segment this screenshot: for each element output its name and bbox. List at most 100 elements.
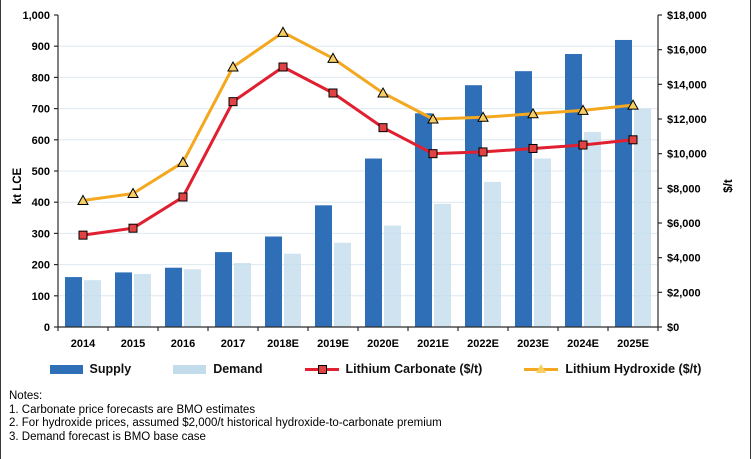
- carbonate-marker-2021E: [428, 149, 438, 159]
- left-axis-tick-label: 800: [32, 72, 50, 84]
- left-axis-tick-label: 900: [32, 41, 50, 53]
- supply-bar-2018E: [265, 236, 282, 327]
- left-axis-tick-label: 1,000: [22, 10, 50, 22]
- demand-bar-2022E: [484, 181, 501, 327]
- right-axis-tick-label: $18,000: [667, 10, 707, 22]
- right-axis-tick-label: $16,000: [667, 45, 707, 57]
- demand-bar-2018E: [284, 253, 301, 327]
- hydroxide-line-swatch-icon: [524, 363, 559, 375]
- note-2: 2. For hydroxide prices, assumed $2,000/…: [9, 417, 442, 429]
- demand-bar-2025E: [634, 108, 651, 327]
- carbonate-marker-2025E: [628, 135, 638, 145]
- right-axis-tick-label: $4,000: [667, 253, 701, 265]
- demand-bar-2015: [134, 273, 151, 327]
- hydroxide-line: [82, 30, 634, 202]
- hydroxide-marker-2016: [177, 156, 189, 167]
- right-axis-tick-label: $14,000: [667, 79, 707, 91]
- left-axis-tick-label: 200: [32, 260, 50, 272]
- right-axis-tick-label: $12,000: [667, 114, 707, 126]
- legend-label-carbonate: Lithium Carbonate ($/t): [345, 362, 483, 376]
- demand-swatch-icon: [173, 364, 207, 374]
- demand-bar-2019E: [334, 242, 351, 327]
- hydroxide-marker-2022E: [477, 111, 489, 122]
- hydroxide-marker-2018E: [277, 26, 289, 37]
- hydroxide-marker-2025E: [627, 99, 639, 110]
- hydroxide-marker-2019E: [327, 52, 339, 63]
- x-axis-label-2019E: 2019E: [317, 338, 349, 350]
- right-axis-tick-label: $8,000: [667, 183, 701, 195]
- right-axis-tick-label: $0: [667, 322, 679, 334]
- demand-bar-2020E: [384, 225, 401, 327]
- x-axis-label-2020E: 2020E: [367, 338, 399, 350]
- carbonate-marker-2015: [128, 223, 138, 233]
- supply-bar-2025E: [615, 39, 632, 328]
- hydroxide-marker-2017: [227, 60, 239, 72]
- right-axis-tick-label: $2,000: [667, 287, 701, 299]
- supply-bar-2017: [215, 252, 232, 327]
- chart-legend: Supply Demand Lithium Carbonate ($/t) Li…: [1, 358, 750, 380]
- right-axis-tick-label: $6,000: [667, 218, 701, 230]
- right-axis-title: $/t: [723, 179, 735, 193]
- legend-label-supply: Supply: [89, 362, 132, 376]
- right-axis-tick-label: $10,000: [667, 149, 707, 161]
- hydroxide-marker-2024E: [577, 104, 589, 115]
- carbonate-marker-2019E: [328, 88, 338, 98]
- x-axis-label-2014: 2014: [71, 338, 96, 350]
- legend-item-demand: Demand: [173, 362, 263, 376]
- hydroxide-marker-2023E: [527, 107, 539, 119]
- carbonate-marker-2018E: [278, 62, 288, 72]
- x-axis-label-2024E: 2024E: [567, 338, 599, 350]
- supply-bar-2024E: [565, 54, 582, 327]
- x-axis-label-2022E: 2022E: [467, 338, 499, 350]
- supply-bar-2015: [115, 272, 132, 327]
- left-axis-tick-label: 600: [32, 135, 50, 147]
- x-axis-label-2025E: 2025E: [617, 338, 649, 350]
- legend-item-supply: Supply: [49, 362, 132, 376]
- left-axis-tick-label: 300: [32, 228, 50, 240]
- left-axis-title: kt LCE: [12, 167, 24, 204]
- left-axis-tick-label: 400: [32, 197, 50, 209]
- left-axis-tick-label: 700: [32, 104, 50, 116]
- supply-bar-2016: [165, 267, 182, 327]
- carbonate-marker-2022E: [478, 147, 488, 157]
- supply-swatch-icon: [49, 364, 83, 374]
- demand-bar-2024E: [584, 132, 601, 327]
- notes-heading: Notes:: [9, 390, 43, 402]
- x-axis-label-2015: 2015: [121, 338, 145, 350]
- demand-bar-2023E: [534, 158, 551, 327]
- demand-bar-2016: [184, 269, 201, 327]
- legend-label-hydroxide: Lithium Hydroxide ($/t): [565, 362, 702, 376]
- demand-bar-2014: [84, 280, 101, 327]
- supply-bar-2019E: [315, 205, 332, 327]
- carbonate-line: [82, 65, 634, 237]
- x-axis-label-2018E: 2018E: [267, 338, 299, 350]
- x-axis-label-2023E: 2023E: [517, 338, 549, 350]
- chart-notes: Notes: 1. Carbonate price forecasts are …: [9, 390, 750, 444]
- note-1: 1. Carbonate price forecasts are BMO est…: [9, 403, 256, 416]
- carbonate-marker-2020E: [378, 123, 388, 133]
- hydroxide-marker-2020E: [377, 86, 389, 98]
- supply-bar-2021E: [415, 113, 432, 327]
- carbonate-marker-2014: [78, 230, 88, 240]
- demand-bar-2021E: [434, 203, 451, 327]
- chart-plot-area: 0 100 200 300 400 500 600 700 800 900 1,000 $0 $2,00…: [12, 10, 735, 350]
- hydroxide-marker-2021E: [427, 112, 439, 124]
- left-axis-tick-label: 0: [44, 322, 50, 334]
- hydroxide-marker-2015: [127, 187, 139, 199]
- carbonate-line-swatch-icon: [304, 363, 339, 375]
- x-axis-label-2017: 2017: [221, 338, 245, 350]
- left-axis-tick-label: 100: [32, 291, 50, 303]
- legend-item-carbonate: Lithium Carbonate ($/t): [304, 362, 483, 376]
- supply-bar-2014: [65, 277, 82, 327]
- supply-bar-2020E: [365, 158, 382, 327]
- hydroxide-marker-2014: [77, 194, 89, 205]
- left-axis-tick-label: 500: [32, 166, 50, 178]
- x-axis-label-2021E: 2021E: [417, 338, 449, 350]
- x-axis-label-2016: 2016: [171, 338, 195, 350]
- carbonate-marker-2023E: [528, 143, 538, 153]
- carbonate-marker-2017: [228, 97, 238, 107]
- supply-bar-2023E: [515, 71, 532, 327]
- legend-label-demand: Demand: [213, 362, 263, 376]
- carbonate-marker-2024E: [578, 140, 588, 150]
